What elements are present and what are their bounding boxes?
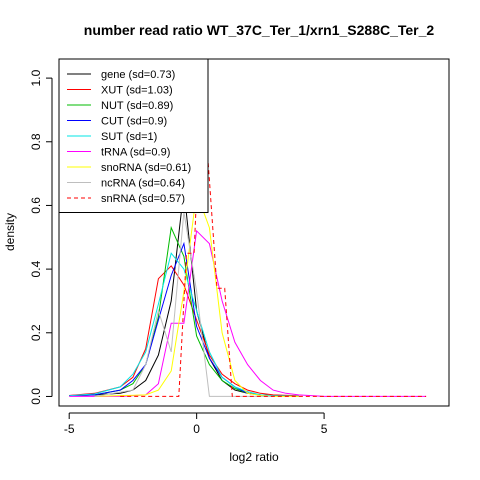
chart-title: number read ratio WT_37C_Ter_1/xrn1_S288… (84, 22, 435, 38)
legend: gene (sd=0.73) XUT (sd=1.03) NUT (sd=0.89)… (58, 58, 209, 213)
series-line-6 (94, 192, 299, 397)
series-line-4 (69, 252, 299, 397)
y-axis-label: density (3, 213, 17, 251)
series-line-1 (69, 265, 299, 397)
y-axis: 0.0 0.2 0.4 0.6 0.8 1.0 (29, 69, 53, 405)
legend-label-7: ncRNA (sd=0.64) (101, 178, 185, 190)
legend-label-5: tRNA (sd=0.9) (101, 147, 170, 159)
legend-label-0: gene (sd=0.73) (101, 69, 175, 81)
x-tick-label-1: 0 (193, 422, 200, 436)
legend-label-3: CUT (sd=0.9) (101, 116, 167, 128)
legend-label-2: NUT (sd=0.89) (101, 100, 173, 112)
x-axis: -5 0 5 (64, 412, 328, 436)
legend-label-4: SUT (sd=1) (101, 131, 157, 143)
series-line-5 (69, 229, 427, 397)
y-tick-label-2: 0.4 (29, 260, 43, 277)
y-tick-label-1: 0.2 (29, 324, 43, 341)
y-tick-label-3: 0.6 (29, 197, 43, 214)
legend-label-1: XUT (sd=1.03) (101, 85, 173, 97)
x-axis-label: log2 ratio (229, 450, 279, 464)
series-line-8 (120, 71, 427, 397)
y-tick-label-0: 0.0 (29, 388, 43, 405)
y-tick-label-4: 0.8 (29, 133, 43, 150)
plot-frame (58, 58, 450, 407)
x-tick-label-2: 5 (321, 422, 328, 436)
x-tick-label-0: -5 (64, 422, 75, 436)
legend-label-8: snRNA (sd=0.57) (101, 193, 185, 205)
series-layer (69, 71, 427, 397)
legend-label-6: snoRNA (sd=0.61) (101, 162, 191, 174)
y-tick-label-5: 1.0 (29, 69, 43, 86)
